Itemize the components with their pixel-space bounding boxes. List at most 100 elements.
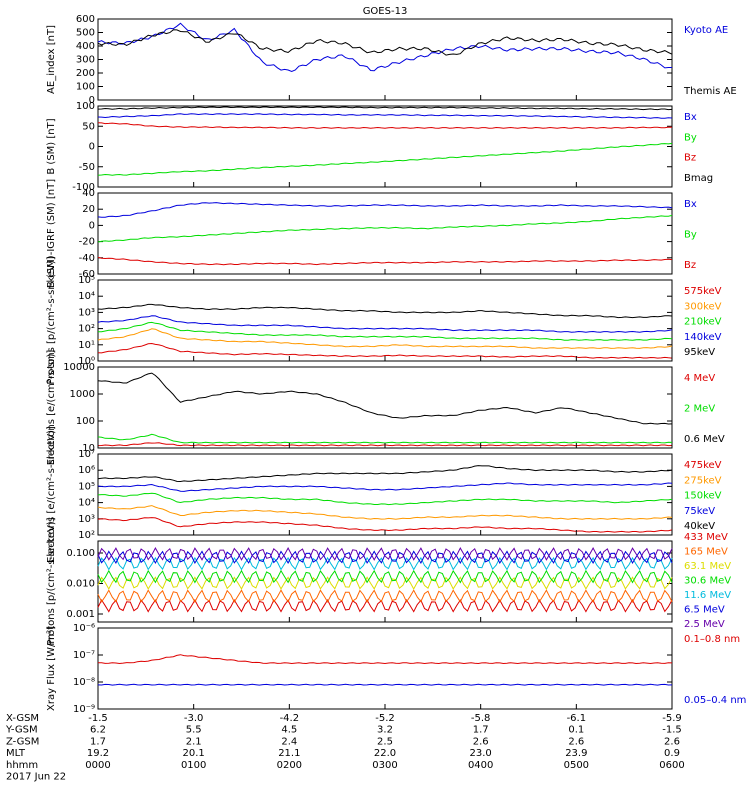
y-tick-label: 50 <box>82 121 95 132</box>
legend-label: By <box>684 230 697 241</box>
series-line <box>97 517 673 533</box>
series-line <box>97 589 673 603</box>
y-tick-label: 0.010 <box>66 579 95 590</box>
x-row-value: 4.5 <box>281 725 297 736</box>
series-line <box>97 547 673 561</box>
y-tick-label: 10² <box>78 324 95 335</box>
x-row-value: -5.9 <box>662 713 682 724</box>
y-tick-label: 10 <box>82 443 95 454</box>
panel-frame <box>97 453 673 536</box>
legend-label: 475keV <box>684 460 722 471</box>
y-tick-label: 10⁻⁶ <box>73 623 95 634</box>
legend-label: 0.6 MeV <box>684 434 725 445</box>
x-row-value: 2.6 <box>664 736 680 747</box>
panel-ylabel: Xray Flux [W/m²] <box>46 626 57 711</box>
x-row-value: 22.0 <box>374 748 396 759</box>
y-tick-label: 10⁴ <box>78 291 95 302</box>
legend-label: 275keV <box>684 475 722 486</box>
x-row-value: -6.1 <box>567 713 587 724</box>
panel-ylabel: Electrons [e/(cm²-s-sr)] <box>46 350 57 466</box>
legend-label: 4 MeV <box>684 373 715 384</box>
series-line <box>97 482 673 492</box>
y-tick-label: 10⁰ <box>78 356 95 367</box>
panel-3: Protons [p/(cm²-s-sr-keV)] 10⁰ 10¹ 10² 10³ 10… <box>46 256 722 384</box>
y-tick-label: 20 <box>82 204 95 215</box>
x-row-value: 2.1 <box>186 736 202 747</box>
legend-label: 95keV <box>684 347 715 358</box>
x-row-value: 5.5 <box>186 725 202 736</box>
y-tick-label: -50 <box>79 162 95 173</box>
chart-title: GOES-13 <box>363 6 408 17</box>
x-row-value: 1.7 <box>473 725 489 736</box>
panel-ylabel: AE_index [nT] <box>46 25 57 94</box>
x-row-name: MLT <box>6 748 26 759</box>
series-line <box>97 303 673 319</box>
panel-frame <box>97 627 673 710</box>
series-line <box>97 113 673 119</box>
legend-label: 210keV <box>684 317 722 328</box>
series-line <box>97 569 673 584</box>
x-row-value: 0600 <box>659 760 684 771</box>
x-row-value: 1.7 <box>90 736 106 747</box>
series-line <box>97 122 673 129</box>
panel-7: Xray Flux [W/m²] 10⁻⁶ 10⁻⁷ 10⁻⁸ 10⁻⁹ 0.1–0.8 … <box>46 623 746 715</box>
y-tick-label: 200 <box>76 68 95 79</box>
series-line <box>97 465 673 483</box>
legend-label: 0.1–0.8 nm <box>684 634 740 645</box>
legend-label: Bx <box>684 199 697 210</box>
y-tick-label: 0 <box>89 95 95 106</box>
series-line <box>97 202 673 218</box>
y-tick-label: 500 <box>76 28 95 39</box>
x-row-value: 2.5 <box>377 736 393 747</box>
series-line <box>97 29 673 56</box>
x-row-value: -1.5 <box>88 713 108 724</box>
panel-6: Protons [p/(cm²-s-sr-keV)] 0.100 0.010 0.00… <box>46 517 731 645</box>
y-tick-label: 10⁵ <box>78 481 95 492</box>
y-tick-label: 10⁶ <box>78 465 95 476</box>
series-line <box>98 654 673 665</box>
y-tick-label: 400 <box>76 41 95 52</box>
legend-label: 30.6 MeV <box>684 576 731 587</box>
x-row-value: -3.0 <box>184 713 204 724</box>
x-row-value: -5.2 <box>375 713 395 724</box>
y-tick-label: 0 <box>89 142 95 153</box>
x-row-value: -4.2 <box>280 713 300 724</box>
x-row-name: X-GSM <box>6 713 39 724</box>
panel-ylabel: B (SM) [nT] <box>46 118 57 174</box>
series-line <box>97 142 673 176</box>
panel-ylabel: B (SM)-IGRF (SM) [nT] <box>46 179 57 288</box>
y-tick-label: 0 <box>89 220 95 231</box>
y-tick-label: 40 <box>82 188 95 199</box>
y-tick-label: -20 <box>79 237 95 248</box>
legend-label: Bz <box>684 260 696 271</box>
series-line <box>97 492 673 506</box>
y-tick-label: 10⁵ <box>78 275 95 286</box>
series-line <box>97 328 673 349</box>
x-row-value: 0500 <box>564 760 589 771</box>
legend-label: 150keV <box>684 491 722 502</box>
y-tick-label: 0.001 <box>66 609 95 620</box>
series-line <box>97 683 673 686</box>
legend-label: 165 MeV <box>684 547 728 558</box>
legend-label: 140keV <box>684 332 722 343</box>
series-line <box>97 550 673 565</box>
y-tick-label: 10000 <box>63 362 95 373</box>
y-tick-label: 1000 <box>70 389 95 400</box>
y-tick-label: 10⁴ <box>78 498 95 509</box>
panel-frame <box>97 18 673 101</box>
series-line <box>97 372 673 425</box>
y-tick-label: 10⁻⁷ <box>73 650 95 661</box>
series-line <box>97 598 673 613</box>
x-row-value: 0400 <box>468 760 493 771</box>
legend-label: By <box>684 132 697 143</box>
panel-frame <box>97 366 673 449</box>
y-tick-label: 600 <box>76 14 95 25</box>
legend-label: 63.1 MeV <box>684 561 731 572</box>
x-row-value: -5.8 <box>471 713 491 724</box>
x-row-value: -1.5 <box>662 725 682 736</box>
legend-label: 75keV <box>684 506 715 517</box>
y-tick-label: 10⁷ <box>78 449 95 460</box>
y-tick-label: -100 <box>72 182 95 193</box>
panel-ylabel: Protons [p/(cm²-s-sr-keV)] <box>46 517 57 645</box>
